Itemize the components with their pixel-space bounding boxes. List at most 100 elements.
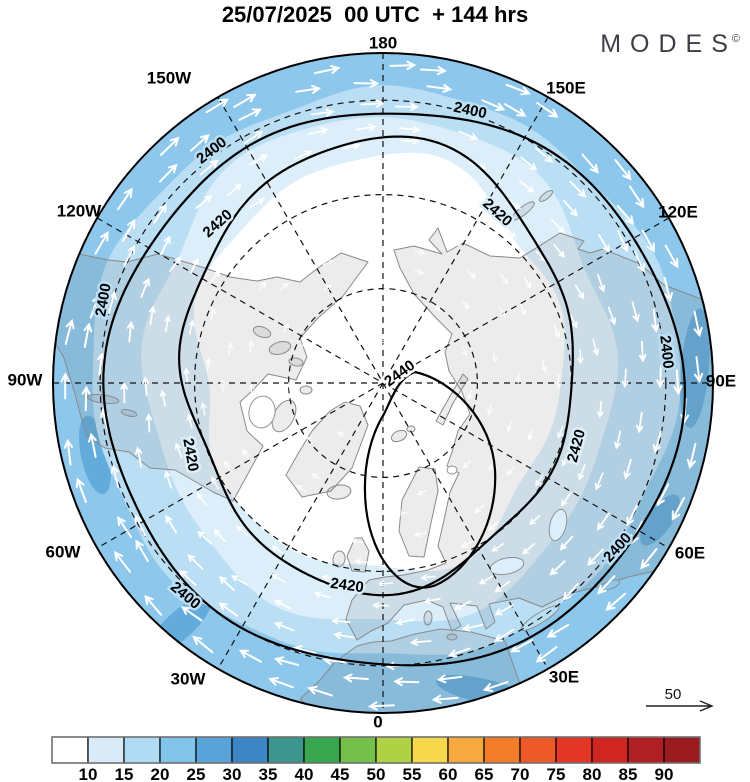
colorbar-tick-label: 50 [367,765,386,782]
wind-arrow-icon [350,538,363,545]
wind-arrow-icon [629,185,645,209]
wind-arrow-icon [300,195,316,202]
map-border-circle [52,52,714,714]
wind-arrow-icon [371,315,382,322]
wind-arrow-icon [243,130,264,145]
island-japan [538,190,554,202]
wind-arrow-icon [223,460,232,473]
wind-arrow-icon [325,207,339,215]
wind-arrow-icon [360,99,385,108]
sea-caspian [548,508,568,542]
wind-arrow-icon [592,339,599,356]
contour-2420 [178,135,574,597]
wind-arrow-icon [81,385,91,412]
colorbar-tick-label: 15 [115,765,134,782]
wind-arrow-icon [256,212,268,224]
wind-arrow-icon [395,510,408,516]
wind-arrow-icon [286,381,293,392]
wind-arrow-icon [535,646,558,663]
wind-arrow-icon [375,247,388,253]
wind-arrow-icon [473,227,486,237]
island-caribbean [120,409,138,417]
wind-arrow-icon [426,84,453,93]
wind-arrow-icon [294,150,313,160]
wind-arrow-icon [598,234,610,254]
wind-arrow-icon [329,502,341,508]
wind-arrow-icon [296,484,306,493]
wind-arrow-icon [257,281,267,292]
wind-arrow-icon [236,525,248,536]
wind-arrow-icon [377,580,394,587]
wind-arrow-icon [540,359,547,373]
wind-arrow-icon [527,428,534,441]
wind-arrow-icon [549,560,566,576]
wind-arrow-icon [326,338,334,346]
sea-white-sea [446,465,458,475]
longitude-label-120E: 120E [658,202,698,221]
wind-arrow-icon [559,535,574,551]
colorbar-cell [195,736,233,764]
wind-arrow-icon [597,273,606,293]
wind-arrow-icon [213,528,226,543]
wind-arrow-icon [393,677,420,687]
longitude-label-30E: 30E [549,667,579,686]
wind-arrow-icon [651,308,660,333]
wind-arrow-icon [378,288,390,295]
wind-arrow-icon [556,374,563,389]
wind-arrow-icon [273,656,300,666]
wind-arrow-icon [686,442,697,470]
colorbar-cell [627,736,665,764]
wind-arrow-icon [353,79,380,88]
wind-arrow-icon [355,184,371,191]
wind-arrow-icon [271,573,287,584]
wind-arrow-icon [487,521,499,531]
wind-arrow-icon [342,673,369,683]
wind-arrow-icon [341,142,361,150]
wind-arrow-icon [352,464,363,470]
colorbar-cell [483,736,521,764]
island-sicily [446,633,458,641]
longitude-label-180: 180 [369,33,397,52]
colorbar-tick-label: 75 [547,765,566,782]
wind-arrow-icon [529,514,541,526]
wind-arrow-icon [449,239,462,246]
wind-arrow-icon [355,123,377,132]
wind-arrow-icon [673,369,683,396]
coastline-greenland [285,401,369,498]
wind-arrow-icon [160,235,171,256]
wind-arrow-icon [337,430,345,438]
wind-arrow-icon [640,548,658,570]
wind-arrow-icon [192,635,214,654]
wind-arrow-icon [557,425,564,439]
colorbar-cell [339,736,377,764]
wind-arrow-icon [164,469,172,489]
wind-arrow-icon [134,446,143,468]
wind-arrow-icon [519,180,535,193]
wind-arrow-icon [436,205,450,213]
wind-arrow-icon [219,379,226,393]
wind-arrow-icon [279,282,289,291]
wind-arrow-icon [396,218,410,225]
modes-logo: MODES© [600,30,740,59]
wind-arrow-icon [307,685,333,697]
wind-arrow-icon [273,621,295,632]
wind-arrow-icon [348,356,355,365]
wind-arrow-icon [506,420,513,433]
reference-arrow-icon [646,700,714,712]
wind-arrow-icon [233,93,257,108]
wind-arrow-icon [248,339,254,352]
wind-arrow-icon [60,372,70,400]
wind-arrow-icon [249,154,269,166]
wind-arrow-icon [75,477,87,504]
wind-arrow-icon [359,163,378,171]
wind-arrow-icon [553,325,561,339]
wind-arrow-icon [345,395,351,405]
wind-arrow-icon [431,694,459,704]
wind-arrow-icon [420,574,436,581]
wind-arrow-icon [110,464,120,488]
wind-arrow-icon [333,631,355,640]
colorbar: 10 15 20 25 30 35 40 45 50 55 60 65 70 75 80 85 90 [51,736,701,782]
wind-arrows [60,60,704,711]
wind-arrow-icon [462,460,471,469]
